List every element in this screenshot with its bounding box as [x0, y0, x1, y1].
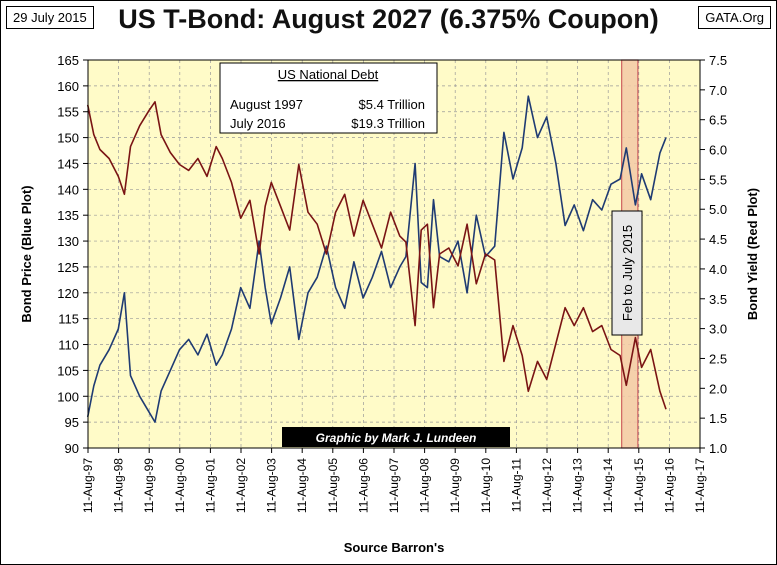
annotations: US National Debt August 1997 $5.4 Trillion… — [219, 62, 643, 447]
credit-box — [282, 427, 510, 447]
credit-text: Graphic by Mark J. Lundeen — [316, 431, 477, 445]
y-tick-label-right: 5.0 — [709, 202, 727, 217]
y-tick-label-left: 135 — [57, 208, 79, 223]
y-tick-label-right: 7.0 — [709, 83, 727, 98]
y-tick-label-right: 7.5 — [709, 53, 727, 68]
y-tick-label-right: 1.0 — [709, 441, 727, 456]
y-tick-label-left: 110 — [58, 338, 79, 353]
x-tick-label: 11-Aug-07 — [387, 458, 401, 513]
x-tick-label: 11-Aug-17 — [693, 458, 707, 513]
y-tick-label-left: 120 — [57, 286, 79, 301]
series-layer — [86, 95, 667, 423]
x-tick-label: 11-Aug-12 — [540, 458, 554, 513]
x-tick-label: 11-Aug-06 — [356, 458, 370, 513]
y-tick-label-right: 5.5 — [709, 172, 727, 187]
x-tick-label: 11-Aug-04 — [295, 458, 309, 513]
x-tick-label: 11-Aug-05 — [326, 458, 340, 513]
x-tick-label: 11-Aug-00 — [173, 458, 187, 513]
y-axis-title-right: Bond Yield (Red Plot) — [745, 188, 760, 320]
y-tick-label-right: 2.0 — [709, 381, 727, 396]
y-tick-label-left: 95 — [65, 415, 79, 430]
y-tick-label-right: 4.5 — [709, 232, 727, 247]
x-tick-label: 11-Aug-16 — [662, 458, 676, 513]
x-tick-label: 11-Aug-09 — [448, 458, 462, 513]
x-tick-label: 11-Aug-11 — [509, 458, 523, 513]
y-tick-label-left: 155 — [57, 105, 79, 120]
x-tick-label: 11-Aug-14 — [601, 458, 615, 513]
x-tick-label: 11-Aug-15 — [632, 458, 646, 513]
x-tick-label: 11-Aug-03 — [265, 458, 279, 513]
debt-box-title: US National Debt — [278, 67, 379, 82]
y-tick-label-left: 115 — [58, 312, 79, 327]
y-tick-label-left: 165 — [57, 53, 79, 68]
y-tick-label-left: 160 — [57, 79, 79, 94]
y-tick-label-right: 6.5 — [709, 113, 727, 128]
y-tick-label-right: 3.0 — [709, 322, 727, 337]
y-tick-label-left: 100 — [57, 389, 79, 404]
debt-row-label: July 2016 — [230, 116, 286, 131]
highlight-label-box — [611, 210, 643, 336]
source-label: GATA.Org — [698, 6, 771, 29]
y-tick-label-left: 125 — [57, 260, 79, 275]
x-tick-label: 11-Aug-01 — [203, 458, 217, 513]
x-tick-label: 11-Aug-97 — [81, 458, 95, 513]
debt-row-value: $19.3 Trillion — [351, 116, 425, 131]
date-label: 29 July 2015 — [6, 6, 94, 29]
y-tick-label-right: 4.0 — [709, 262, 727, 277]
y-tick-label-left: 90 — [65, 441, 79, 456]
y-axis-title-left: Bond Price (Blue Plot) — [19, 185, 34, 322]
y-tick-label-left: 150 — [57, 131, 79, 146]
y-tick-label-right: 2.5 — [709, 351, 727, 366]
x-tick-label: 11-Aug-99 — [142, 458, 156, 513]
chart-title: US T-Bond: August 2027 (6.375% Coupon) — [118, 4, 659, 34]
gridlines — [88, 60, 700, 448]
debt-row-label: August 1997 — [230, 97, 303, 112]
x-axis-title: Source Barron's — [344, 540, 445, 555]
bond-yield-line — [86, 101, 667, 410]
axes: 11-Aug-97 11-Aug-98 11-Aug-99 11-Aug-00 11-A… — [19, 53, 760, 555]
y-tick-label-left: 145 — [57, 156, 79, 171]
x-tick-label: 11-Aug-08 — [418, 458, 432, 513]
debt-box — [219, 62, 438, 134]
x-tick-label: 11-Aug-02 — [234, 458, 248, 513]
y-tick-label-left: 140 — [57, 182, 79, 197]
x-tick-label: 11-Aug-13 — [571, 458, 585, 513]
y-tick-label-right: 6.0 — [709, 143, 727, 158]
debt-row-value: $5.4 Trillion — [359, 97, 425, 112]
y-tick-label-left: 130 — [57, 234, 79, 249]
x-tick-label: 11-Aug-98 — [112, 458, 126, 513]
bond-price-line — [86, 95, 667, 423]
y-tick-label-right: 3.5 — [709, 292, 727, 307]
y-tick-label-left: 105 — [57, 363, 79, 378]
x-tick-label: 11-Aug-10 — [479, 458, 493, 513]
y-tick-label-right: 1.5 — [709, 411, 727, 426]
highlight-label: Feb to July 2015 — [620, 225, 635, 321]
